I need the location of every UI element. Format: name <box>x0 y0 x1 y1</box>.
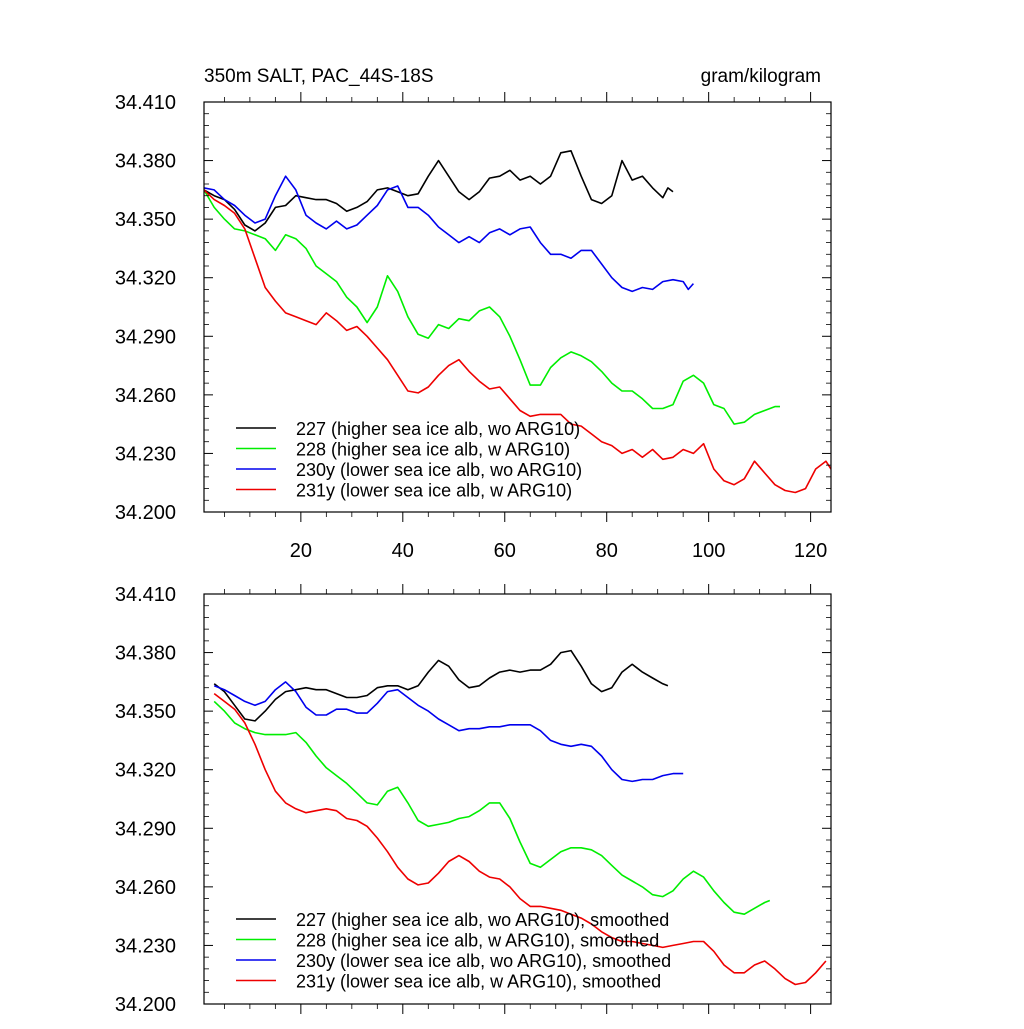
legend-label: 228 (higher sea ice alb, w ARG10), smoot… <box>296 931 659 951</box>
series-line-3 <box>213 681 684 783</box>
chart-panel-1: 34.200 34.230 34.260 34.290 34.320 34.350 34.3… <box>115 66 832 562</box>
x-tick-label: 40 <box>392 540 414 562</box>
y-tick-label: 34.200 <box>115 502 176 524</box>
chart-title: 350m SALT, PAC_44S-18S <box>204 66 434 87</box>
legend: 227 (higher sea ice alb, wo ARG10)228 (h… <box>236 419 582 501</box>
x-tick-label: 100 <box>692 540 725 562</box>
legend: 227 (higher sea ice alb, wo ARG10), smoo… <box>236 910 671 992</box>
y-tick-label: 34.350 <box>115 209 176 231</box>
series-line-4 <box>204 189 831 494</box>
y-tick-label: 34.230 <box>115 443 176 465</box>
y-tick-label: 34.320 <box>115 268 176 290</box>
x-tick-label: 20 <box>290 540 312 562</box>
legend-label: 231y (lower sea ice alb, w ARG10), smoot… <box>296 972 661 992</box>
y-tick-label: 34.410 <box>115 92 176 114</box>
chart-panel-2: 34.200 34.230 34.260 34.290 34.320 34.350 34.3… <box>115 584 832 1016</box>
x-tick-label: 60 <box>494 540 516 562</box>
legend-label: 228 (higher sea ice alb, w ARG10) <box>296 440 570 460</box>
plot-frame <box>203 101 832 513</box>
y-tick-label: 34.260 <box>115 385 176 407</box>
y-tick-label: 34.200 <box>115 994 176 1016</box>
legend-label: 231y (lower sea ice alb, w ARG10) <box>296 481 572 501</box>
y-tick-label: 34.410 <box>115 584 176 606</box>
x-tick-label: 120 <box>794 540 827 562</box>
series-line-4 <box>213 692 827 986</box>
legend-label: 227 (higher sea ice alb, wo ARG10), smoo… <box>296 910 669 930</box>
series-line-3 <box>204 175 695 293</box>
y-tick-label: 34.320 <box>115 760 176 782</box>
y-tick-label: 34.380 <box>115 151 176 173</box>
y-tick-label: 34.290 <box>115 818 176 840</box>
y-tick-label: 34.350 <box>115 701 176 723</box>
series-line-2 <box>204 189 780 425</box>
series-line-1 <box>204 150 674 232</box>
y-tick-label: 34.260 <box>115 877 176 899</box>
legend-label: 230y (lower sea ice alb, wo ARG10) <box>296 460 582 480</box>
unit-label: gram/kilogram <box>701 66 821 87</box>
y-tick-label: 34.290 <box>115 326 176 348</box>
series-line-2 <box>213 700 771 915</box>
y-tick-label: 34.230 <box>115 935 176 957</box>
legend-label: 230y (lower sea ice alb, wo ARG10), smoo… <box>296 951 671 971</box>
series-line-1 <box>213 649 669 722</box>
y-tick-label: 34.380 <box>115 643 176 665</box>
plot-frame <box>203 593 832 1005</box>
x-tick-label: 80 <box>596 540 618 562</box>
legend-label: 227 (higher sea ice alb, wo ARG10) <box>296 419 580 439</box>
